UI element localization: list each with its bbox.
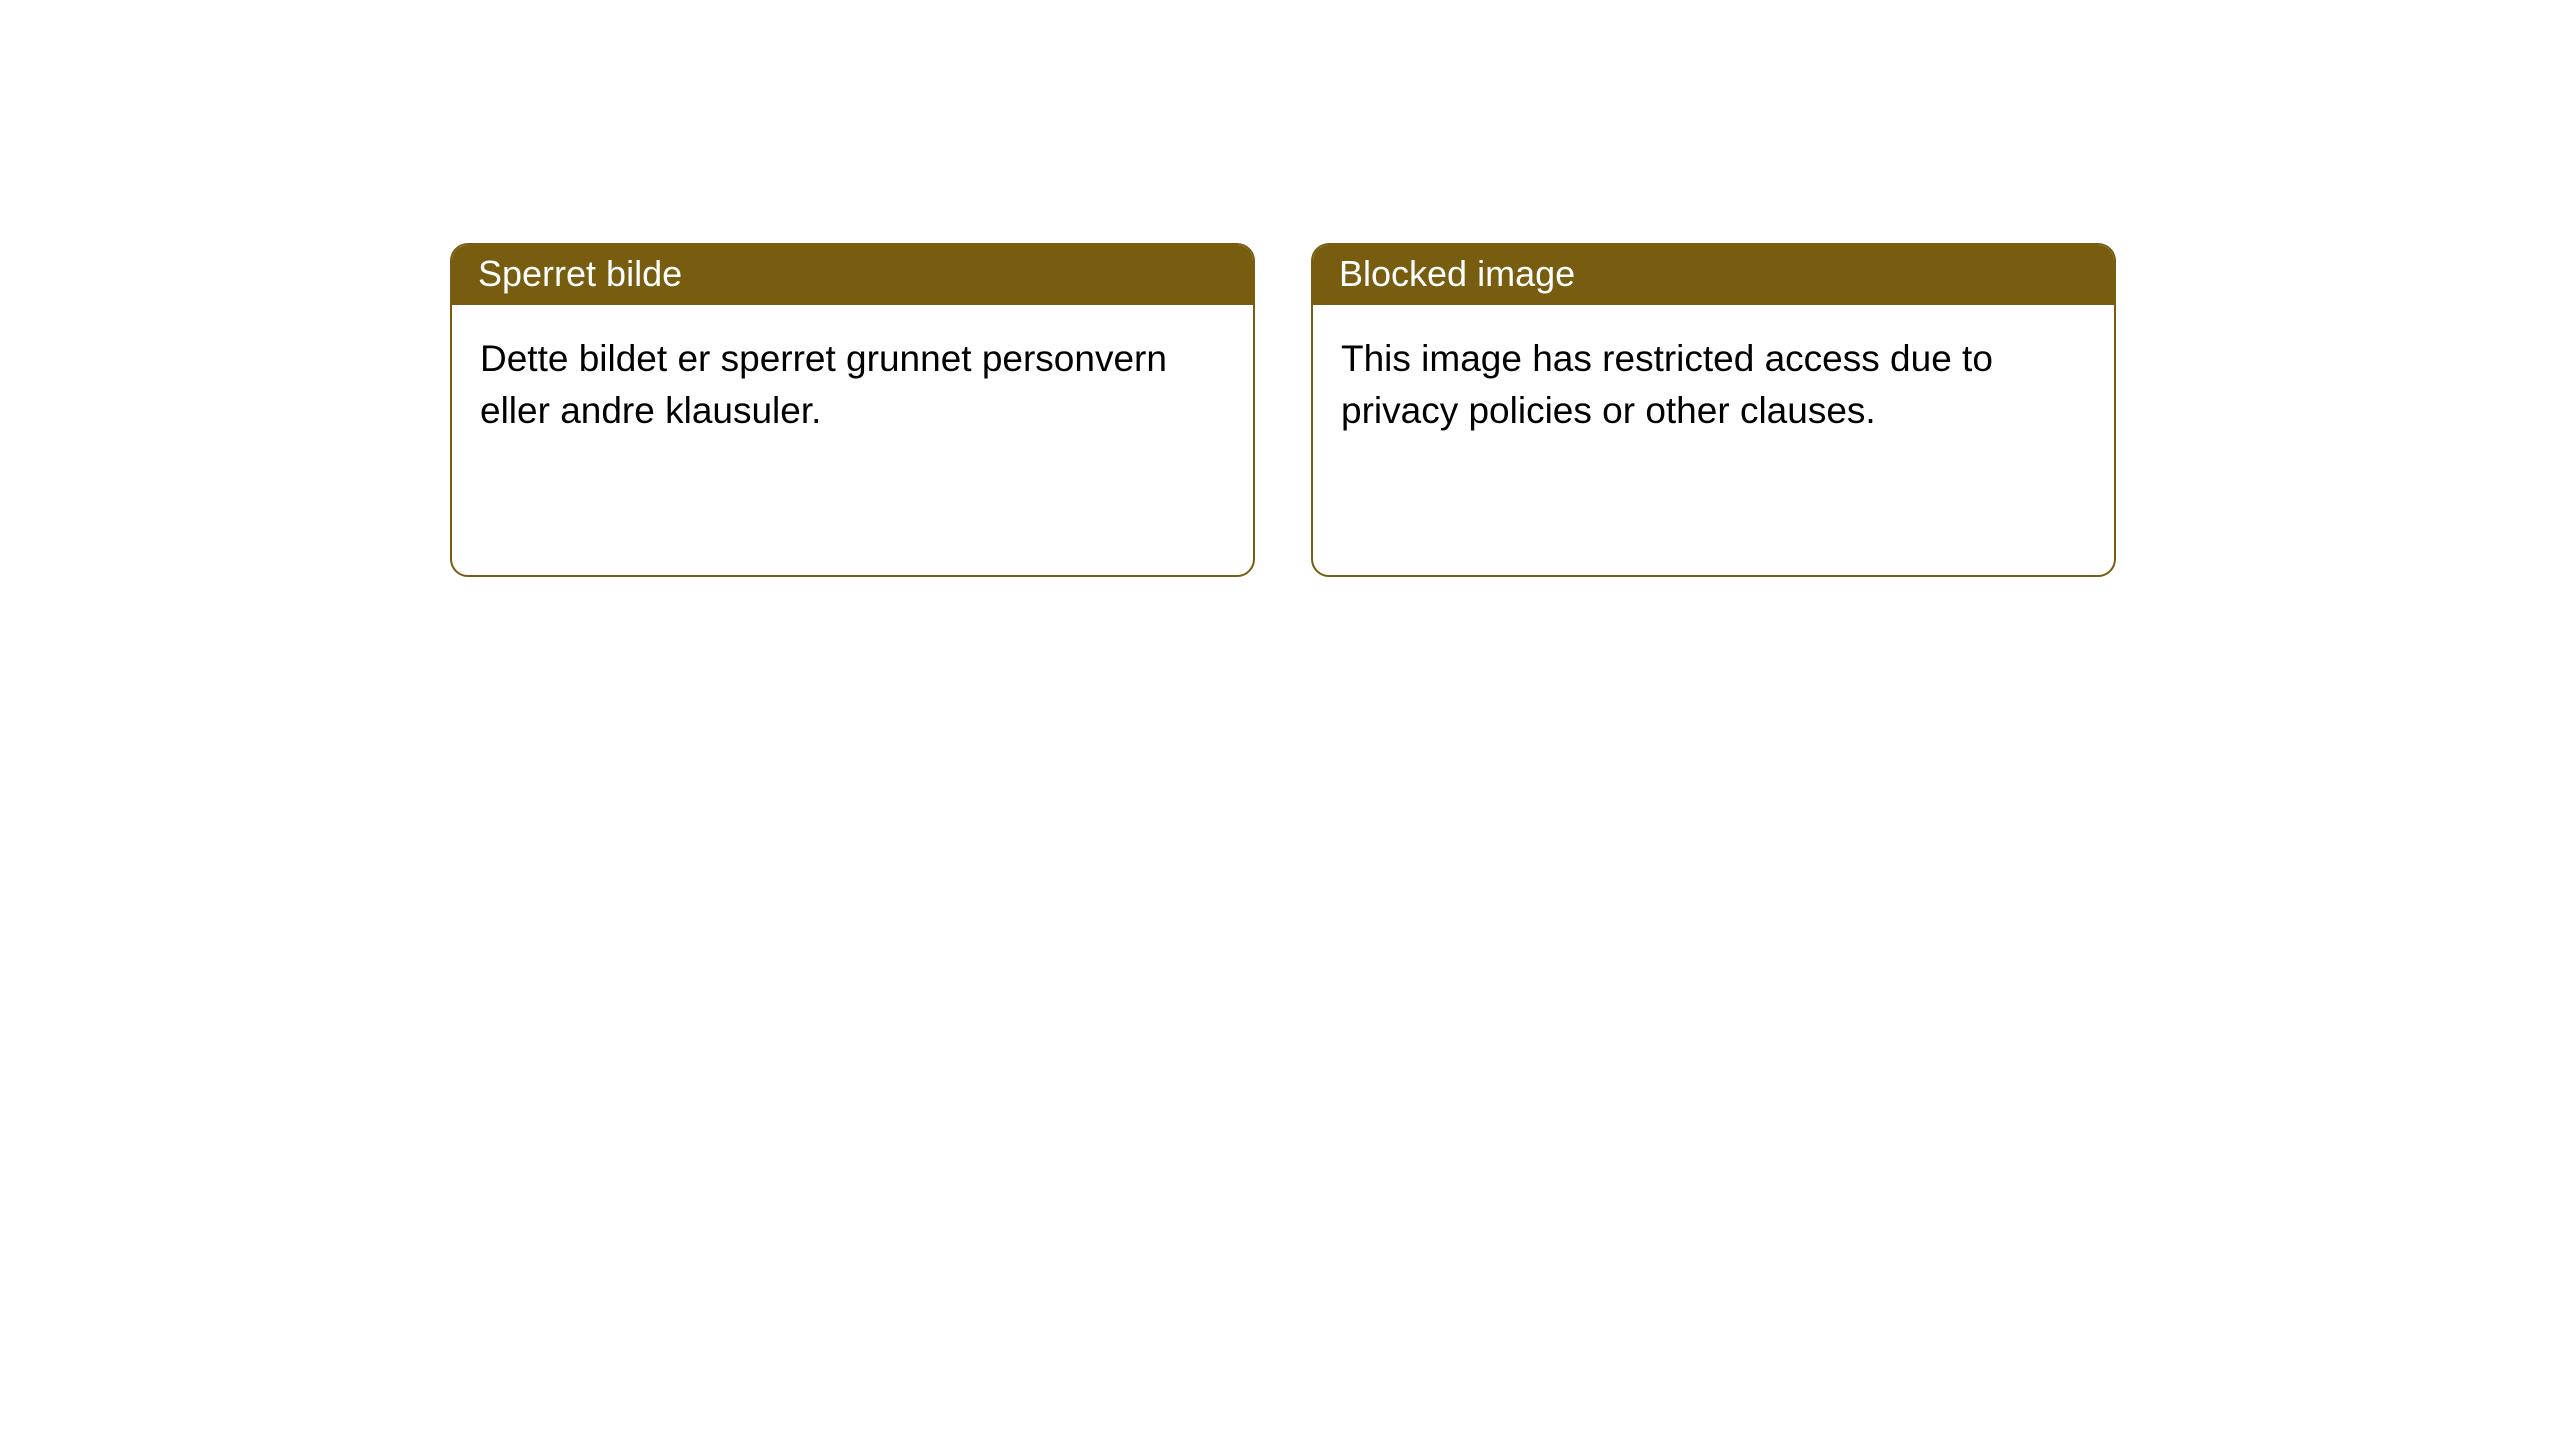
notice-title: Sperret bilde <box>478 253 682 294</box>
notice-header: Sperret bilde <box>452 245 1253 305</box>
notice-body-text: This image has restricted access due to … <box>1341 338 1993 431</box>
notice-header: Blocked image <box>1313 245 2114 305</box>
notice-title: Blocked image <box>1339 253 1575 294</box>
notice-body: Dette bildet er sperret grunnet personve… <box>452 305 1253 575</box>
notice-body-text: Dette bildet er sperret grunnet personve… <box>480 338 1167 431</box>
notice-card-norwegian: Sperret bilde Dette bildet er sperret gr… <box>450 243 1255 577</box>
notice-container: Sperret bilde Dette bildet er sperret gr… <box>0 0 2560 577</box>
notice-card-english: Blocked image This image has restricted … <box>1311 243 2116 577</box>
notice-body: This image has restricted access due to … <box>1313 305 2114 575</box>
